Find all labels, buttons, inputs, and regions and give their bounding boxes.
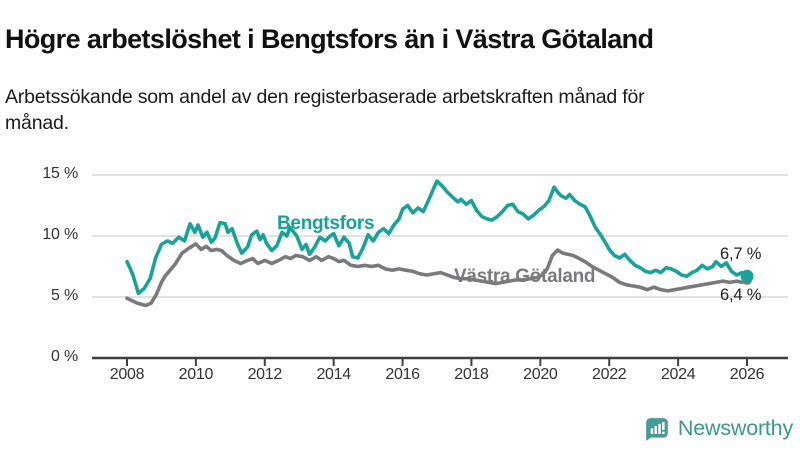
x-axis-tick-label: 2018 <box>454 366 489 383</box>
series-line-v-stra-g-taland <box>125 242 749 308</box>
y-axis-tick-label: 0 % <box>51 348 78 365</box>
x-axis-tick-label: 2024 <box>660 366 696 383</box>
x-axis-tick-label: 2010 <box>178 366 214 383</box>
x-axis-tick-label: 2016 <box>385 366 420 383</box>
page-title: Högre arbetslöshet i Bengtsfors än i Väs… <box>5 24 654 55</box>
line-chart: 0 % 5 % 10 % 15 % 2008 2010 2012 2014 2016 2018 2… <box>0 150 800 400</box>
series-line-bengtsfors <box>125 179 749 296</box>
y-axis-tick-label: 15 % <box>42 165 78 182</box>
x-axis-tick-label: 2022 <box>592 366 627 383</box>
newsworthy-logo: Newsworthy <box>644 415 793 442</box>
x-axis-tick-label: 2012 <box>247 366 283 383</box>
page-subtitle: Arbetssökande som andel av den registerb… <box>5 85 645 134</box>
series-label-bengtsfors: Bengtsfors <box>277 213 375 234</box>
x-axis-tick-label: 2020 <box>523 366 558 383</box>
y-axis-tick-label: 5 % <box>51 287 78 304</box>
end-value-label-bengtsfors: 6,7 % <box>720 245 762 263</box>
newsworthy-logo-text: Newsworthy <box>677 416 793 440</box>
end-value-label-vastra-gotaland: 6,4 % <box>720 286 762 304</box>
bar-chart-speech-bubble-icon <box>646 417 668 441</box>
y-axis-tick-label: 10 % <box>42 226 78 243</box>
x-axis-tick-label: 2026 <box>729 366 765 383</box>
x-axis-tick-label: 2014 <box>316 366 351 383</box>
series-label-vastra-gotaland: Västra Götaland <box>454 266 596 287</box>
plot-svg <box>92 174 788 366</box>
x-axis-tick-label: 2008 <box>109 366 145 383</box>
end-dot <box>740 269 754 283</box>
